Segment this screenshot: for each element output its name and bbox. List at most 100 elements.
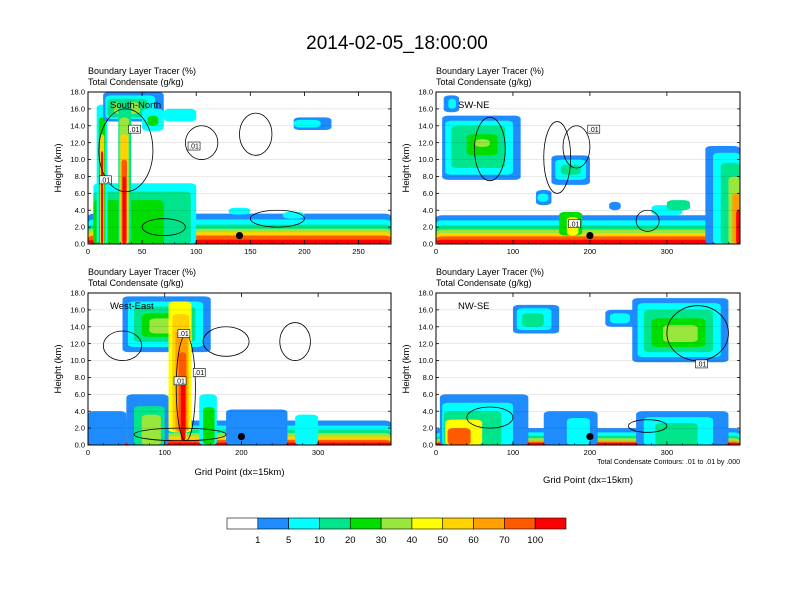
y-tick-label: 2.0: [423, 424, 433, 433]
y-tick-label: 4.0: [423, 407, 433, 416]
colorbar-label: 1: [255, 535, 260, 546]
x-tick-label: 300: [661, 448, 674, 457]
y-tick-label: 2.0: [423, 223, 433, 232]
y-tick-label: 6.0: [75, 189, 85, 198]
plot-frame: [87, 292, 392, 446]
x-axis-label: Grid Point (dx=15km): [543, 475, 633, 486]
y-tick-label: 4.0: [75, 206, 85, 215]
colorbar-swatch: [349, 517, 382, 530]
station-marker: [586, 432, 594, 441]
contour-label-box: [568, 219, 581, 229]
contour-label: .01: [189, 144, 199, 151]
tracer-field: [88, 92, 391, 244]
contour-line: [474, 116, 506, 182]
y-tick-label: 6.0: [423, 390, 433, 399]
panel-4: .01 0.0 2.0 4.0 6.0 8.0 10.0 12.0 14.0 16.0 18.0 0 1…: [401, 267, 741, 486]
y-tick-label: 0.0: [75, 441, 85, 450]
y-tick-label: 8.0: [75, 172, 85, 181]
station-marker: [586, 231, 594, 240]
y-tick-label: 10.0: [418, 356, 433, 365]
contour-label-box: [177, 329, 191, 338]
station-marker: [237, 432, 246, 441]
contour-line: [102, 330, 143, 361]
tracer-level-5: [663, 325, 698, 342]
x-tick-label: 0: [86, 448, 90, 457]
y-tick-label: 16.0: [70, 104, 85, 113]
panel-3: .01 .01 .01 0.0 2.0 4.0 6.0 8.0 10.0 12.0 14.0 16.0…: [53, 267, 392, 478]
contour-label-box: [128, 124, 141, 134]
y-tick-label: 2.0: [75, 223, 85, 232]
panel-cross-section-label: NW-SE: [458, 301, 490, 312]
colorbar-swatch: [442, 517, 474, 530]
y-tick-label: 10.0: [70, 356, 85, 365]
contour-label: .01: [697, 362, 707, 369]
tracer-level-4: [147, 115, 159, 126]
tracer-level-3: [666, 200, 690, 211]
contour-label: .01: [175, 378, 185, 385]
y-tick-label: 14.0: [418, 322, 433, 331]
y-axis-label: Height (km): [401, 143, 412, 192]
x-tick-label: 0: [434, 247, 438, 256]
x-tick-label: 300: [661, 247, 674, 256]
contour-label: .01: [179, 331, 189, 338]
colorbar-swatch: [319, 517, 351, 530]
panel-subtitle-condensate: Total Condensate (g/kg): [436, 278, 532, 288]
tracer-level-2: [295, 414, 319, 445]
y-tick-label: 14.0: [418, 121, 433, 130]
tracer-level-9: [447, 428, 471, 445]
y-axis-label: Height (km): [401, 344, 412, 393]
colorbar-label: 70: [499, 535, 510, 546]
colorbar-swatch: [534, 517, 567, 530]
y-tick-label: 12.0: [70, 138, 85, 147]
panel-cross-section-label: South-North: [110, 100, 161, 111]
panel-subtitle-tracer: Boundary Layer Tracer (%): [436, 66, 544, 76]
contour-line: [628, 419, 668, 433]
y-tick-label: 18.0: [418, 289, 433, 298]
station-marker: [235, 231, 244, 240]
y-tick-label: 18.0: [70, 289, 85, 298]
panel-subtitle-tracer: Boundary Layer Tracer (%): [436, 267, 544, 277]
contour-line: [133, 427, 227, 442]
y-tick-label: 18.0: [418, 88, 433, 97]
contour-label-box: [587, 124, 601, 134]
x-tick-label: 100: [507, 247, 520, 256]
y-axis-label: Height (km): [53, 143, 64, 192]
y-tick-label: 8.0: [75, 373, 85, 382]
contour-line: [184, 125, 219, 160]
plot-frame: [435, 292, 741, 446]
panels-group: .01 .01 .01 0.0 2.0 4.0 6.0 8.0 10.0 12.0 14.0 16.0…: [53, 66, 741, 486]
y-tick-label: 16.0: [418, 104, 433, 113]
plot-frame: [435, 91, 741, 245]
tracer-level-2: [282, 211, 305, 219]
y-tick-label: 2.0: [75, 424, 85, 433]
x-tick-label: 250: [352, 247, 365, 256]
colorbar-swatch: [411, 517, 444, 530]
tracer-level-10: [100, 151, 104, 244]
tracer-level-2: [566, 417, 590, 445]
y-tick-label: 18.0: [70, 88, 85, 97]
panel-2: .01 .01 0.0 2.0 4.0 6.0 8.0 10.0 12.0 14.0 16.0 18.…: [401, 66, 741, 256]
y-tick-label: 6.0: [75, 390, 85, 399]
contour-label: .01: [130, 127, 140, 134]
contour-line: [466, 406, 514, 429]
tracer-level-2: [537, 193, 549, 202]
y-tick-label: 4.0: [423, 206, 433, 215]
colorbar-swatch: [380, 517, 413, 530]
tracer-level-2: [228, 207, 251, 215]
tracer-level-2: [609, 313, 630, 324]
contour-label-box: [192, 368, 206, 377]
tracer-level-2: [448, 98, 457, 109]
x-tick-label: 100: [158, 448, 171, 457]
contour-footnote: Total Condensate Contours: .01 to .01 by…: [597, 459, 740, 466]
y-tick-label: 12.0: [418, 339, 433, 348]
contour-label-box: [99, 175, 112, 185]
panel-1: .01 .01 .01 0.0 2.0 4.0 6.0 8.0 10.0 12.0 14.0 16.0…: [53, 66, 392, 256]
y-tick-label: 10.0: [418, 155, 433, 164]
tracer-level-3: [560, 164, 581, 175]
x-tick-label: 150: [244, 247, 257, 256]
colorbar-label: 50: [437, 535, 448, 546]
x-axis-label: Grid Point (dx=15km): [194, 467, 284, 478]
contour-line: [562, 125, 591, 169]
contour-line: [543, 121, 572, 194]
tracer-level-2: [293, 119, 321, 128]
